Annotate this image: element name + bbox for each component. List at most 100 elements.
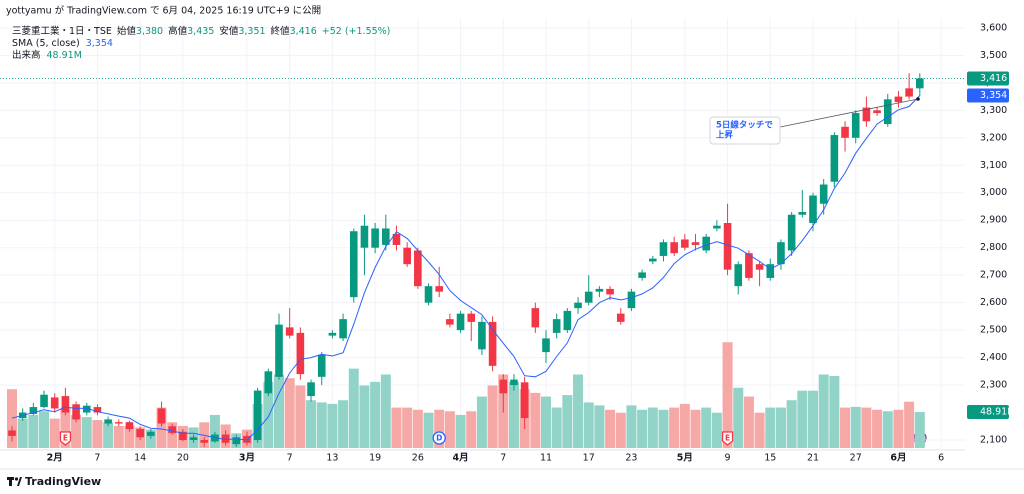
volume-bar [455,414,466,448]
candle-body [499,379,508,394]
price-tag-bg [967,71,1009,86]
y-tick-label: 2,600 [980,297,1007,308]
candle-body [659,242,668,256]
volume-bar [904,401,915,448]
x-tick-label: 14 [134,453,146,464]
publisher: yottyamu が TradingView.com で 6月 04, 2025… [6,5,321,17]
x-tick-label: 21 [807,453,819,464]
volume-bar [316,402,327,448]
candle-body [830,135,839,182]
y-tick-label: 3,300 [980,105,1007,116]
volume-bar [605,409,616,448]
x-tick-label: 19 [369,453,381,464]
x-tick-label: 6 [938,453,944,464]
candle-body [392,233,401,245]
candle-body [147,431,155,436]
volume-bar [402,407,413,448]
volume-bar [775,407,786,448]
candle-body [681,239,689,248]
candle-body [574,302,582,309]
candle-body [285,327,294,336]
annotation-text: 5日線タッチで [716,120,773,131]
candle-body [916,78,924,89]
sma-tag: 3,354 [980,90,1007,101]
candle-body [670,242,678,254]
volume-bar [348,368,359,448]
x-tick-label: 3月 [239,453,255,464]
candle-body [328,332,337,336]
legend-line: 三菱重工業・1日・TSE 始値3,380 高値3,435 安値3,351 終値3,416… [12,25,390,37]
candle-body [819,184,828,204]
event-label: E [63,434,68,443]
candle-body [264,371,273,394]
volume-bar [380,374,391,448]
volume-bar [626,405,637,448]
event-label: E [725,434,730,443]
volume-tag-bg [967,405,1009,420]
volume-bar [306,400,317,448]
legend-line: SMA (5, close) 3,354 [12,38,113,49]
volume-bar [370,381,381,448]
candle-body [510,379,518,386]
volume-bar [327,403,338,448]
candle-body [595,288,604,292]
annotation-line [779,98,919,128]
candle-body [563,310,572,331]
volume-bar [7,389,17,448]
candle-body [616,313,625,322]
volume-bar [615,412,626,448]
candle-body [424,286,433,303]
volume-bar [679,403,690,448]
volume-bar [71,414,82,448]
candle-body [702,236,710,251]
candle-body [179,431,187,441]
x-tick-label: 5月 [677,453,693,464]
candle-body [435,286,443,292]
volume-bar [551,407,562,448]
candle-body [82,405,91,413]
candle-body [317,354,326,377]
volume-bar [818,374,829,448]
candle-body [253,390,262,441]
x-tick-label: 6月 [890,453,906,464]
volume-bar [476,396,487,448]
volume-name: 出来高 [12,49,41,61]
y-tick-label: 3,200 [980,132,1007,143]
event-marker [432,431,446,445]
volume-bar [850,406,861,448]
candle-body [72,404,80,420]
candle-body [638,272,646,278]
volume-bar [562,395,573,448]
candle-body [168,426,176,434]
volume-bar [359,385,370,448]
sma-value: 3,354 [86,38,113,49]
legend-key: 高値 [168,25,188,37]
volume-bar [829,375,840,448]
candle-body [883,99,892,125]
volume-bar [81,417,92,448]
x-tick-label: 11 [540,453,552,464]
volume-bar [765,407,776,448]
volume-bar [60,407,71,448]
volume-bar [124,425,135,448]
candle-body [296,332,305,375]
x-tick-label: 4月 [452,453,468,464]
candle-body [456,313,465,331]
volume-bar [28,414,39,448]
legend-value: 3,380 [136,26,163,37]
volume-bar [466,411,477,448]
candle-body [723,222,732,270]
legend-symbol: 三菱重工業・1日・TSE [12,25,112,37]
volume-bar [113,425,124,448]
x-tick-label: 7 [287,453,293,464]
y-tick-label: 3,500 [980,50,1007,61]
candle-body [275,324,283,377]
volume-bar [583,402,594,448]
volume-bar [573,374,584,448]
candle-body [488,321,497,366]
legend-value: 3,351 [238,26,265,37]
candle-body [189,437,198,441]
volume-tag: 48.91M [980,407,1015,418]
candle-body [349,231,358,298]
